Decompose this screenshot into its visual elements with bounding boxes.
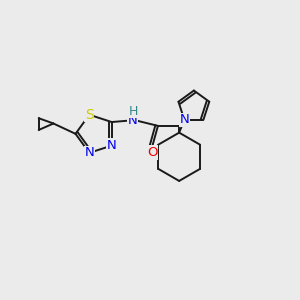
Text: N: N <box>179 113 189 126</box>
Text: N: N <box>128 114 138 127</box>
Text: N: N <box>107 139 117 152</box>
Text: N: N <box>85 146 94 159</box>
Text: O: O <box>147 146 157 159</box>
Text: H: H <box>129 105 138 118</box>
Text: S: S <box>85 108 94 122</box>
